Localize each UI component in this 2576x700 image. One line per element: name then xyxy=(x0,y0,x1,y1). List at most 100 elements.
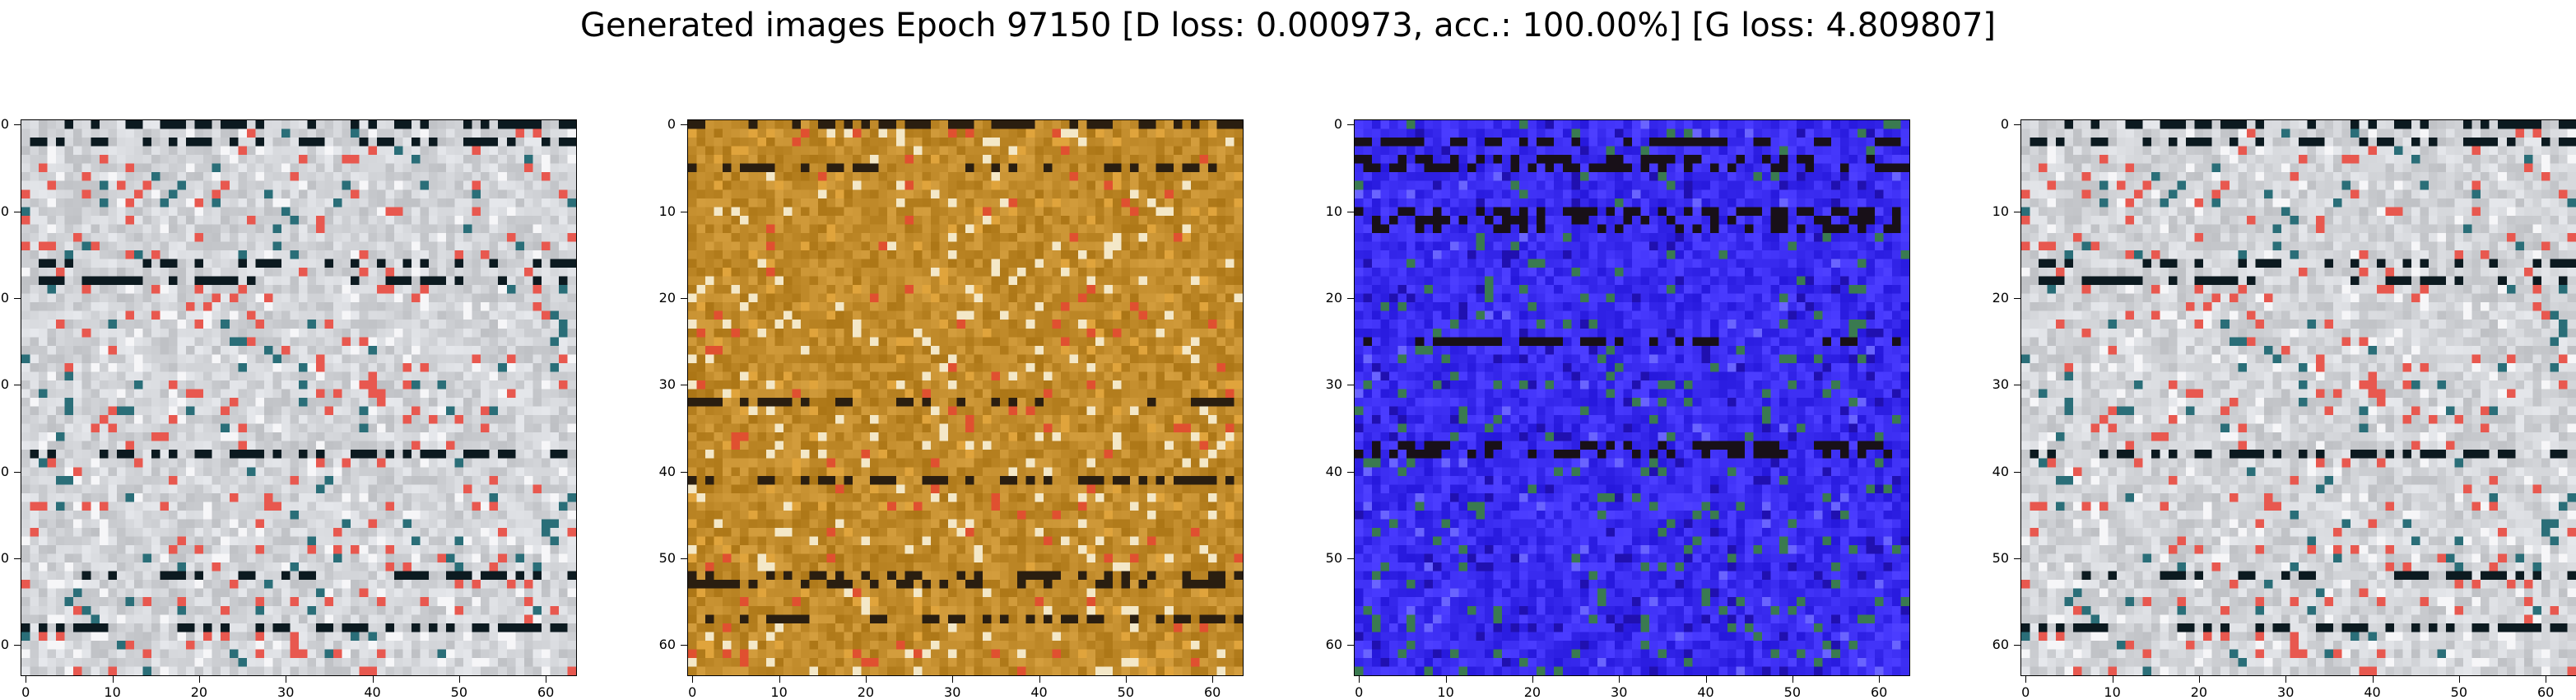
y-tick-mark xyxy=(681,558,687,559)
y-tick-mark xyxy=(14,645,21,646)
y-tick-label: 30 xyxy=(658,376,676,393)
y-tick-label: 20 xyxy=(1325,289,1342,306)
x-tick-label: 20 xyxy=(2190,684,2208,700)
y-tick-label: 10 xyxy=(0,203,9,219)
y-tick-label: 60 xyxy=(658,637,676,653)
x-tick-mark xyxy=(779,676,780,683)
generated-image-canvas xyxy=(21,120,576,675)
y-tick-mark xyxy=(681,124,687,126)
generated-image-1 xyxy=(21,119,577,676)
x-tick-mark xyxy=(692,676,694,683)
y-tick-label: 50 xyxy=(1325,549,1342,566)
x-tick-label: 20 xyxy=(857,684,875,700)
image-panel-3: 0 10 20 30 40 50 60 0 10 20 30 40 50 60 xyxy=(1326,118,1910,699)
x-tick-mark xyxy=(1212,676,1214,683)
x-tick-label: 0 xyxy=(21,684,30,700)
y-tick-label: 50 xyxy=(658,549,676,566)
x-tick-mark xyxy=(1705,676,1707,683)
y-tick-mark xyxy=(1347,645,1354,646)
y-tick-mark xyxy=(681,471,687,473)
y-tick-label: 60 xyxy=(0,637,9,653)
x-tick-mark xyxy=(1125,676,1127,683)
y-tick-mark xyxy=(2014,124,2020,126)
generated-image-3 xyxy=(1354,119,1910,676)
x-tick-mark xyxy=(952,676,954,683)
x-tick-label: 10 xyxy=(104,684,121,700)
x-tick-label: 40 xyxy=(2364,684,2381,700)
x-tick-mark xyxy=(1039,676,1040,683)
y-tick-label: 10 xyxy=(1992,203,2009,219)
y-tick-label: 60 xyxy=(1992,637,2009,653)
x-tick-label: 40 xyxy=(364,684,381,700)
x-tick-mark xyxy=(2458,676,2460,683)
image-panel-1: 0 10 20 30 40 50 60 0 10 20 30 40 50 60 xyxy=(0,118,577,699)
y-tick-label: 20 xyxy=(658,289,676,306)
x-tick-mark xyxy=(2285,676,2287,683)
image-panel-4: 0 10 20 30 40 50 60 0 10 20 30 40 50 60 xyxy=(1992,118,2576,699)
x-tick-mark xyxy=(112,676,114,683)
y-tick-mark xyxy=(14,124,21,126)
x-tick-label: 50 xyxy=(2450,684,2467,700)
x-tick-mark xyxy=(2372,676,2374,683)
y-tick-label: 0 xyxy=(1333,116,1342,133)
y-tick-label: 10 xyxy=(1325,203,1342,219)
y-tick-label: 0 xyxy=(0,116,9,133)
x-tick-mark xyxy=(458,676,460,683)
y-tick-mark xyxy=(2014,645,2020,646)
y-tick-label: 20 xyxy=(0,289,9,306)
y-tick-mark xyxy=(14,297,21,299)
y-tick-label: 40 xyxy=(1992,463,2009,479)
x-tick-mark xyxy=(2198,676,2200,683)
y-tick-mark xyxy=(2014,297,2020,299)
generated-image-canvas xyxy=(1355,120,1909,675)
x-tick-label: 60 xyxy=(2536,684,2555,700)
y-tick-mark xyxy=(1347,558,1354,559)
x-tick-label: 50 xyxy=(450,684,467,700)
y-tick-label: 30 xyxy=(1325,376,1342,393)
x-tick-label: 30 xyxy=(277,684,295,700)
x-tick-label: 10 xyxy=(770,684,788,700)
x-tick-label: 10 xyxy=(2104,684,2121,700)
y-tick-label: 30 xyxy=(0,376,9,393)
x-tick-mark xyxy=(1445,676,1447,683)
y-tick-mark xyxy=(1347,297,1354,299)
y-tick-mark xyxy=(2014,558,2020,559)
x-tick-mark xyxy=(372,676,374,683)
y-tick-label: 50 xyxy=(1992,549,2009,566)
y-tick-label: 0 xyxy=(2000,116,2009,133)
x-tick-mark xyxy=(198,676,200,683)
y-tick-mark xyxy=(14,471,21,473)
x-tick-label: 10 xyxy=(1437,684,1454,700)
x-tick-label: 60 xyxy=(1870,684,1888,700)
x-tick-label: 50 xyxy=(1783,684,1801,700)
x-tick-label: 0 xyxy=(2021,684,2030,700)
y-tick-label: 50 xyxy=(0,549,9,566)
y-tick-label: 20 xyxy=(1992,289,2009,306)
y-tick-mark xyxy=(681,297,687,299)
x-tick-label: 40 xyxy=(1697,684,1714,700)
y-tick-label: 10 xyxy=(658,203,676,219)
y-tick-mark xyxy=(1347,471,1354,473)
y-tick-label: 40 xyxy=(0,463,9,479)
x-tick-label: 0 xyxy=(688,684,697,700)
y-tick-label: 40 xyxy=(1325,463,1342,479)
x-tick-label: 60 xyxy=(1203,684,1221,700)
generated-image-canvas xyxy=(688,120,1243,675)
figure-title: Generated images Epoch 97150 [D loss: 0.… xyxy=(579,7,1997,44)
x-tick-mark xyxy=(2025,676,2027,683)
y-tick-label: 30 xyxy=(1992,376,2009,393)
x-tick-label: 30 xyxy=(1611,684,1628,700)
x-tick-mark xyxy=(1359,676,1360,683)
x-tick-label: 30 xyxy=(2277,684,2295,700)
x-tick-label: 30 xyxy=(944,684,961,700)
x-tick-mark xyxy=(1879,676,1881,683)
y-tick-label: 0 xyxy=(667,116,676,133)
y-tick-mark xyxy=(2014,471,2020,473)
x-tick-mark xyxy=(1619,676,1620,683)
image-panel-2: 0 10 20 30 40 50 60 0 10 20 30 40 50 60 xyxy=(659,118,1244,699)
y-tick-mark xyxy=(681,645,687,646)
x-tick-mark xyxy=(1532,676,1533,683)
generated-image-canvas xyxy=(2021,120,2576,675)
y-tick-label: 40 xyxy=(658,463,676,479)
x-tick-label: 20 xyxy=(190,684,208,700)
